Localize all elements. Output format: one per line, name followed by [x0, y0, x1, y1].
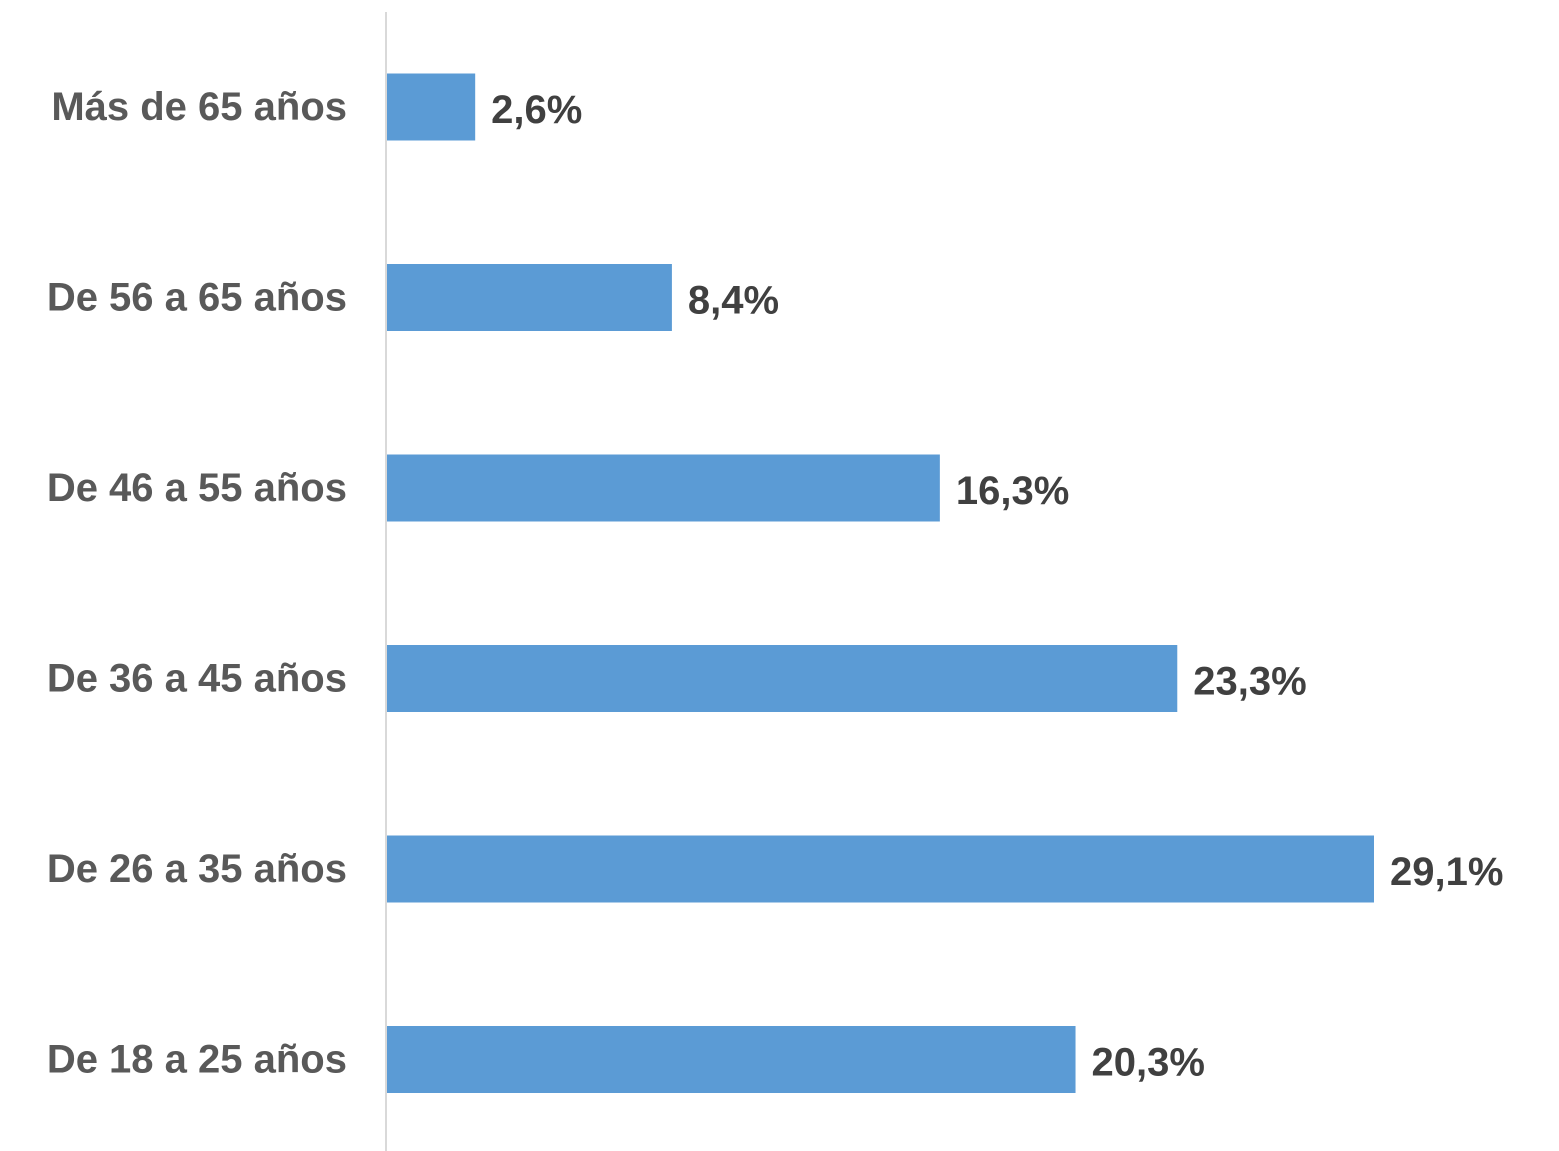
value-label: 2,6% [491, 88, 582, 132]
value-label: 16,3% [956, 469, 1069, 513]
bar [387, 835, 1374, 903]
category-label: Más de 65 años [51, 85, 347, 129]
category-labels-group: Más de 65 años De 56 a 65 años De 46 a 55 … [47, 85, 347, 1082]
bar [387, 73, 476, 141]
category-label: De 46 a 55 años [47, 466, 347, 510]
category-label: De 56 a 65 años [47, 276, 347, 320]
bars-group [387, 73, 1374, 1093]
bar [387, 454, 940, 522]
value-labels-group: 2,6% 8,4% 16,3% 23,3% 29,1% 20,3% [491, 88, 1503, 1085]
bar [387, 1026, 1076, 1093]
bar [387, 645, 1178, 712]
category-label: De 18 a 25 años [47, 1038, 347, 1082]
value-label: 29,1% [1390, 850, 1503, 894]
category-label: De 26 a 35 años [47, 847, 347, 891]
value-label: 23,3% [1193, 660, 1306, 704]
value-label: 20,3% [1092, 1041, 1205, 1085]
category-label: De 36 a 45 años [47, 657, 347, 701]
value-label: 8,4% [688, 279, 779, 323]
bar [387, 264, 672, 331]
